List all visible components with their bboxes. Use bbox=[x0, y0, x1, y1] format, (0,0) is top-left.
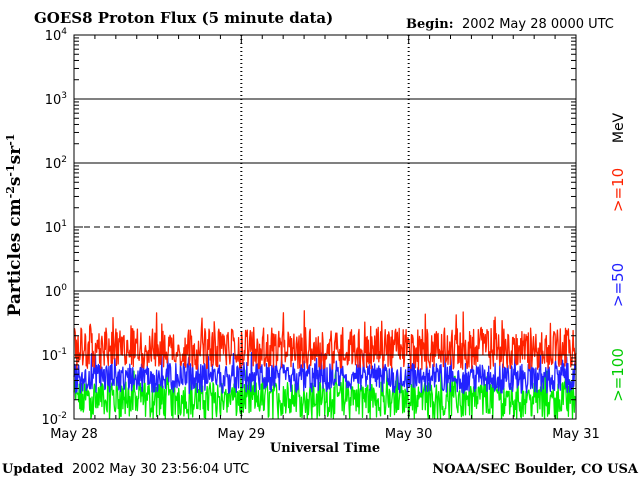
y-tick-label: 10-2 bbox=[41, 411, 67, 428]
flux-line-gt50 bbox=[73, 351, 577, 395]
x-tick-label: May 28 bbox=[50, 427, 98, 442]
flux-line-gt10 bbox=[73, 310, 577, 370]
begin-label: Begin: bbox=[406, 17, 454, 32]
footer-credit: NOAA/SEC Boulder, CO USA bbox=[432, 462, 639, 477]
y-tick-label: 104 bbox=[45, 27, 68, 44]
y-tick-label: 102 bbox=[45, 155, 67, 172]
legend-unit-label: MeV bbox=[611, 112, 627, 143]
x-tick-label: May 30 bbox=[385, 427, 433, 442]
begin-value: 2002 May 28 0000 UTC bbox=[462, 17, 614, 32]
legend-series-100: >=100 bbox=[609, 348, 627, 402]
grid bbox=[74, 35, 576, 419]
x-tick-label: May 29 bbox=[218, 427, 266, 442]
x-axis-label: Universal Time bbox=[270, 441, 380, 456]
y-axis-label: Particles cm-2s-1sr-1 bbox=[4, 134, 25, 317]
chart-title: GOES8 Proton Flux (5 minute data) bbox=[34, 9, 333, 27]
x-tick-label: May 31 bbox=[552, 427, 600, 442]
legend-series-50: >=50 bbox=[609, 263, 627, 307]
y-tick-label: 10-1 bbox=[41, 347, 67, 364]
footer-updated-label: Updated bbox=[2, 462, 63, 477]
footer-updated-value: 2002 May 30 23:56:04 UTC bbox=[72, 462, 249, 477]
y-tick-label: 101 bbox=[45, 219, 67, 236]
y-axis-label-text: Particles cm bbox=[5, 198, 25, 316]
y-tick-label: 103 bbox=[45, 91, 67, 108]
legend-series-10: >=10 bbox=[609, 168, 627, 212]
plot-data bbox=[73, 310, 577, 420]
y-tick-label: 100 bbox=[45, 283, 68, 300]
